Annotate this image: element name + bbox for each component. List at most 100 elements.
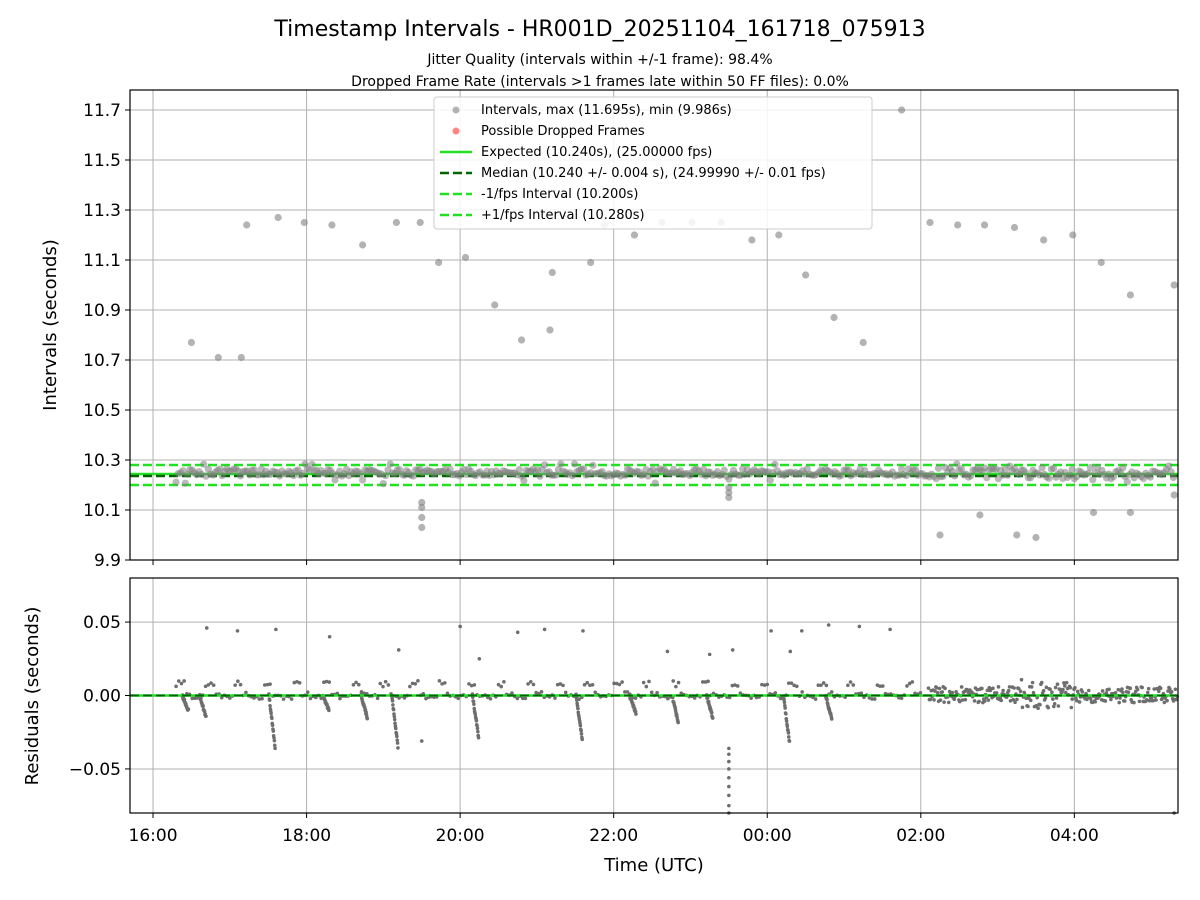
residual-point [1075,689,1080,694]
interval-outlier-point [859,338,867,347]
interval-outlier-point [936,531,944,539]
residual-point [265,682,270,687]
residual-point [1058,687,1063,692]
residual-point [897,695,901,700]
residual-point [773,691,778,695]
residual-point [413,682,418,686]
residual-point [727,775,731,780]
residual-point [467,682,471,686]
residual-point [676,720,680,725]
residual-point [590,683,595,687]
residual-point [765,682,770,687]
residual-point [1056,704,1061,708]
residual-point [1152,687,1156,691]
residual-point [1031,690,1036,695]
residual-point [1068,685,1073,690]
interval-outlier-point [725,483,733,492]
interval-outlier-point [976,511,984,519]
residual-point [199,696,203,701]
interval-point [934,464,943,472]
interval-point [720,466,728,474]
residual-point [999,698,1004,703]
residual-point [252,696,256,700]
residual-point [963,697,968,702]
interval-point [1089,476,1097,484]
legend-label-dropped: Possible Dropped Frames [481,124,645,139]
residual-point [211,683,216,687]
interval-outlier-point [980,221,989,229]
top-grid [130,90,1178,561]
residual-point [1015,697,1019,702]
residual-point [749,696,753,700]
interval-outlier-point [1097,258,1105,267]
residual-point [395,734,399,739]
residual-point [539,690,544,694]
residual-point [1024,696,1028,701]
residual-point [1140,685,1145,690]
residual-point [396,746,400,750]
residual-point [813,697,818,701]
bottom-residual-points [174,623,1180,815]
interval-point [580,465,588,473]
residual-point [442,681,447,685]
residual-point [1162,700,1167,705]
residual-point [785,724,790,729]
interval-outlier-point [435,258,443,267]
residual-point [975,687,980,692]
residual-point [195,696,200,700]
residual-point [445,691,450,696]
residual-point [238,682,243,687]
interval-outlier-point [1032,533,1040,542]
residual-point [1034,704,1039,708]
top-y-tick-label: 10.3 [83,451,121,471]
interval-point [983,474,991,482]
residual-point [582,683,587,687]
residual-point [934,686,939,690]
residual-point [523,696,528,701]
residual-point [829,717,834,721]
interval-outlier-point [1126,291,1134,299]
residual-point [268,703,272,708]
residual-point [760,682,764,687]
interval-outlier-point [274,213,282,222]
residual-point [356,682,361,687]
interval-outlier-point [418,503,426,512]
interval-point [898,465,906,473]
residual-point [235,629,240,633]
residual-point [1104,691,1109,695]
residual-point [378,681,383,686]
residual-point [778,696,783,701]
residual-point [176,679,181,683]
residual-point [1173,687,1178,692]
interval-outlier-point [548,268,556,277]
residual-point [998,695,1003,700]
residual-point [980,686,984,691]
residual-point [910,680,915,684]
x-tick-label: 00:00 [743,826,792,846]
interval-point [382,471,390,480]
interval-point [308,460,316,468]
residual-point [735,684,740,688]
interval-outlier-point [237,353,245,362]
residual-point [1122,699,1127,703]
residual-point [706,700,711,704]
top-y-axis: 9.9 10.1 10.3 10.5 10.7 10.9 11.1 11.3 11.5 11.7 [83,101,130,571]
residual-point [707,652,712,657]
residual-point [784,711,788,716]
residual-point [477,656,482,661]
legend-label-median: Median (10.240 +/- 0.004 s), (24.99990 +… [481,166,826,181]
interval-point [1026,474,1035,482]
residual-point [977,699,981,704]
residual-point [1135,687,1140,692]
residual-point [1001,688,1005,693]
residual-point [762,683,767,687]
residual-point [1085,697,1089,702]
residual-point [1075,698,1079,703]
interval-point [1050,464,1058,473]
legend-label-intervals: Intervals, max (11.695s), min (9.986s) [481,103,732,118]
residual-point [730,683,735,688]
residual-point [1051,697,1055,701]
residual-point [878,684,882,689]
residual-point [392,717,397,722]
bottom-y-axis-label: Residuals (seconds) [22,607,43,786]
